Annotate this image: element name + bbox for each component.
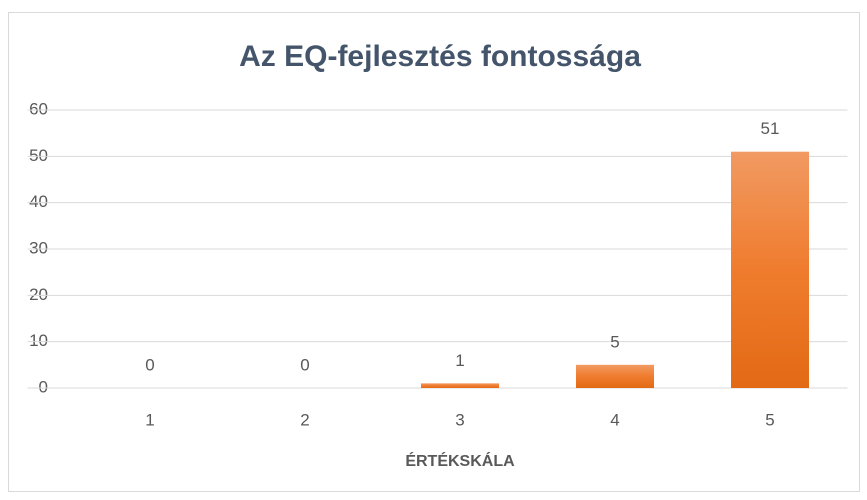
chart-border	[8, 12, 860, 492]
y-tick-label: 0	[39, 377, 48, 396]
y-tick-label: 40	[29, 192, 48, 211]
x-tick-label: 3	[455, 410, 464, 429]
bar	[421, 383, 499, 388]
x-tick-label: 1	[145, 410, 154, 429]
data-label: 0	[300, 355, 309, 374]
chart-title: Az EQ-fejlesztés fontossága	[239, 40, 641, 73]
x-tick-label: 4	[610, 410, 619, 429]
x-axis-label: ÉRTÉKSKÁLA	[405, 451, 515, 470]
y-tick-label: 10	[29, 331, 48, 350]
data-label: 51	[761, 119, 780, 138]
data-label: 0	[145, 355, 154, 374]
y-tick-label: 60	[29, 99, 48, 118]
y-tick-label: 30	[29, 238, 48, 257]
data-label: 1	[455, 351, 464, 370]
x-tick-label: 5	[765, 410, 774, 429]
data-label: 5	[610, 332, 619, 351]
bar	[731, 151, 809, 388]
bar	[576, 364, 654, 388]
y-tick-label: 20	[29, 285, 48, 304]
y-tick-label: 50	[29, 146, 48, 165]
x-tick-label: 2	[300, 410, 309, 429]
